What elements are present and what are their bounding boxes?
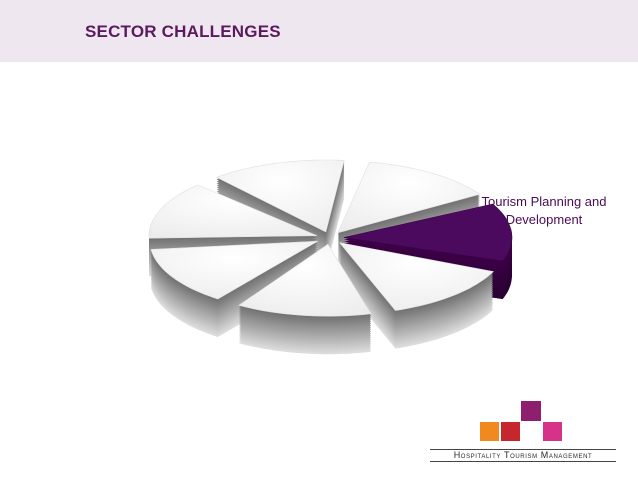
wedge — [337, 161, 481, 234]
logo-text: Hospitality Tourism Management — [430, 449, 616, 462]
wedge — [150, 240, 319, 300]
logo-square — [480, 422, 499, 441]
logo-square — [521, 401, 541, 421]
slide-title: SECTOR CHALLENGES — [85, 22, 281, 41]
wedge — [338, 242, 494, 311]
logo-square — [543, 422, 562, 441]
wedge — [238, 243, 372, 317]
logo-square — [501, 422, 520, 441]
segment-label: Tourism Planning and Development — [481, 194, 607, 227]
wedge — [215, 159, 345, 233]
wedge — [148, 184, 318, 239]
header-band — [0, 0, 638, 62]
wedge-highlighted — [343, 203, 513, 262]
